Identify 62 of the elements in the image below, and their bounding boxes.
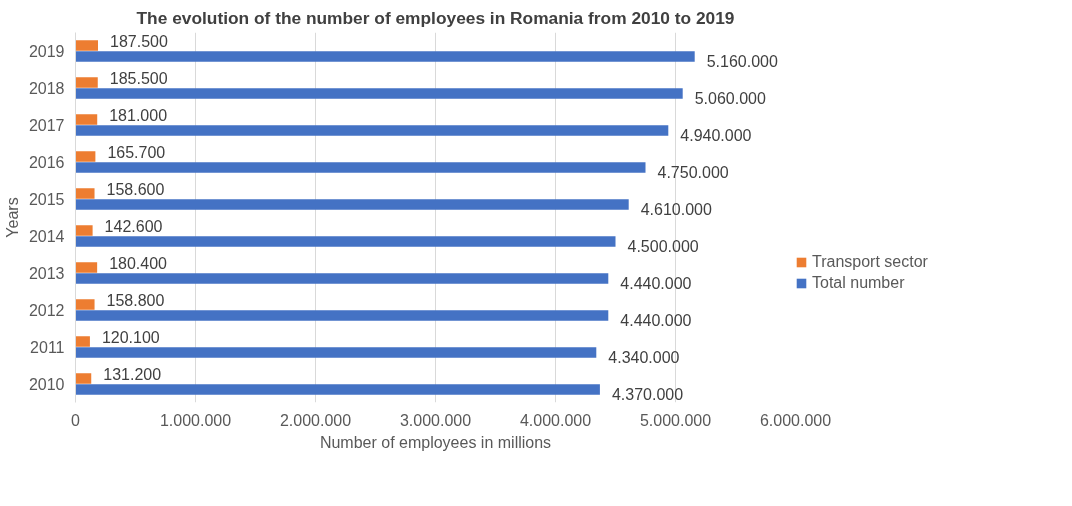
data-label: 165.700 xyxy=(107,144,166,162)
bar xyxy=(75,114,98,125)
x-tick-label: 2.000.000 xyxy=(279,411,352,429)
y-tick-label: 2011 xyxy=(30,339,65,356)
data-label: 4.440.000 xyxy=(620,274,692,292)
data-label: 4.940.000 xyxy=(680,126,752,144)
x-tick-label: 3.000.000 xyxy=(399,411,472,429)
y-tick-label: 2012 xyxy=(28,302,65,319)
x-tick-label: 5.000.000 xyxy=(639,411,712,429)
bar xyxy=(75,225,93,236)
bar xyxy=(75,188,95,199)
chart-title: The evolution of the number of employees in Romania from 2010 to 2019 xyxy=(136,7,735,28)
x-tick-label: 0 xyxy=(71,411,81,429)
bar xyxy=(75,151,96,162)
data-label: 5.060.000 xyxy=(694,89,766,107)
bar xyxy=(75,347,597,358)
bar xyxy=(75,40,98,51)
bar xyxy=(75,384,600,395)
bar xyxy=(75,51,695,62)
bar xyxy=(75,236,616,247)
bar xyxy=(75,77,98,88)
bar xyxy=(75,199,629,210)
y-tick-label: 2015 xyxy=(28,191,65,208)
data-label: 4.370.000 xyxy=(611,385,684,403)
y-tick-label: 2017 xyxy=(28,117,65,134)
data-label: 158.800 xyxy=(106,292,165,310)
y-tick-label: 2013 xyxy=(28,265,65,282)
bar xyxy=(75,336,90,347)
data-label: 4.340.000 xyxy=(608,348,680,366)
data-label: 131.200 xyxy=(103,366,162,384)
legend-label: Transport sector xyxy=(812,253,928,271)
data-label: 142.600 xyxy=(104,218,163,236)
y-tick-label: 2014 xyxy=(28,228,65,245)
data-label: 120.100 xyxy=(101,329,160,347)
data-label: 187.500 xyxy=(110,33,168,51)
y-axis-title: Years xyxy=(3,197,21,238)
bar xyxy=(75,162,646,173)
y-tick-label: 2010 xyxy=(28,376,65,393)
y-tick-label: 2016 xyxy=(28,154,65,171)
data-label: 4.750.000 xyxy=(657,163,729,181)
bar xyxy=(75,88,683,99)
y-tick-label: 2019 xyxy=(28,43,65,60)
bar xyxy=(75,373,92,384)
data-label: 181.000 xyxy=(109,107,168,125)
data-label: 4.500.000 xyxy=(627,237,699,255)
x-tick-label: 1.000.000 xyxy=(159,411,232,429)
data-label: 5.160.000 xyxy=(706,52,778,70)
bar xyxy=(75,310,609,321)
bar xyxy=(75,273,609,284)
x-tick-label: 6.000.000 xyxy=(759,411,832,429)
legend-label: Total number xyxy=(812,274,905,292)
x-axis-title: Number of employees in millions xyxy=(319,433,552,451)
x-tick-label: 4.000.000 xyxy=(519,411,592,429)
data-label: 4.440.000 xyxy=(620,311,692,329)
data-label: 158.600 xyxy=(106,181,165,199)
bar xyxy=(75,299,95,310)
bar xyxy=(75,262,98,273)
y-tick-label: 2018 xyxy=(28,80,65,97)
bar xyxy=(75,125,669,136)
data-label: 185.500 xyxy=(109,70,168,88)
data-label: 4.610.000 xyxy=(640,200,712,218)
data-label: 180.400 xyxy=(109,255,168,273)
